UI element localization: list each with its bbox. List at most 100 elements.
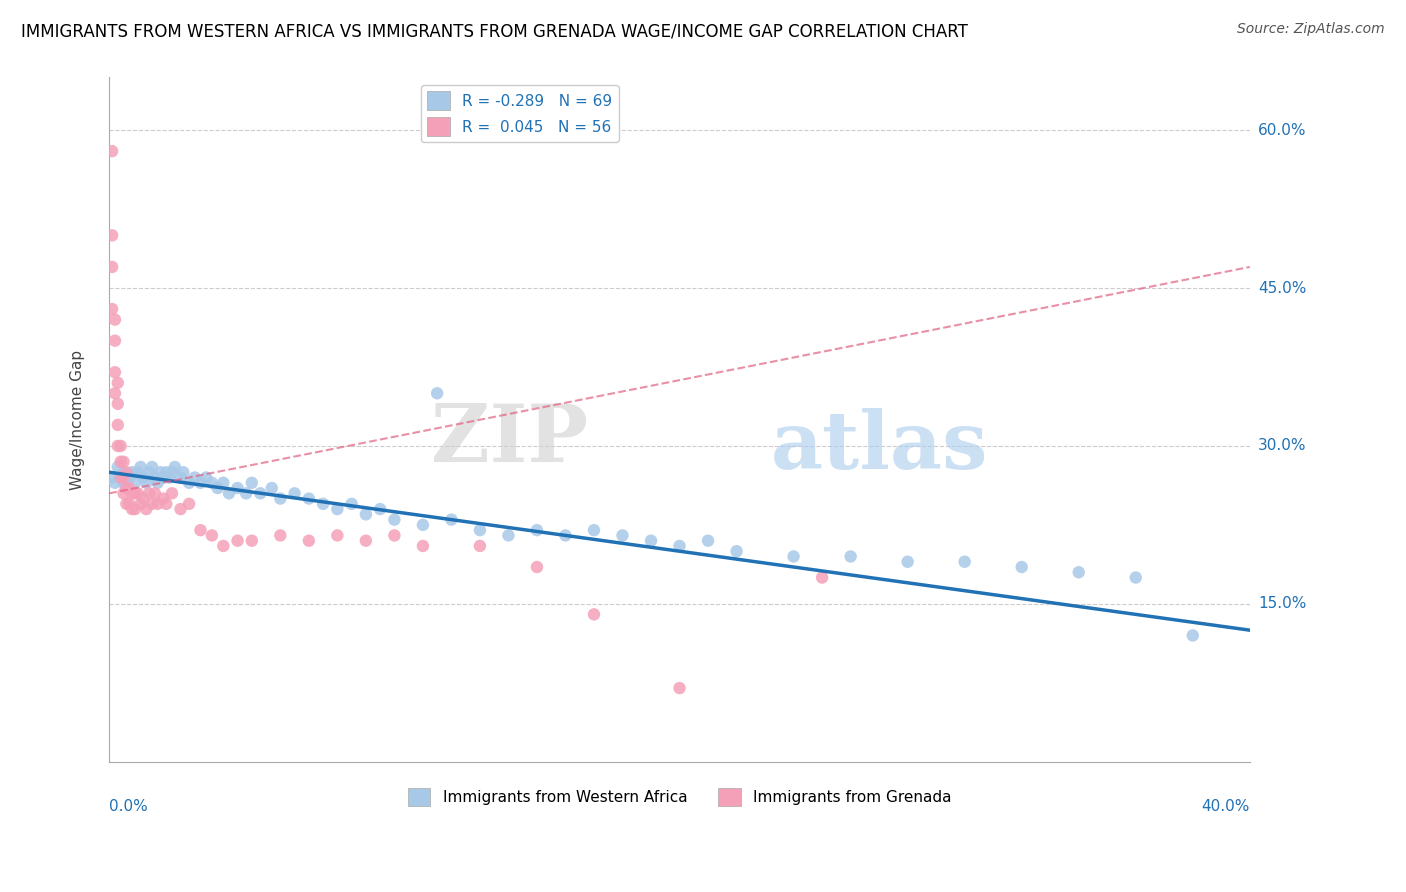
Point [118,481,141,495]
Point [124,502,146,516]
Point [129,497,152,511]
Point [1011,560,1033,574]
Point [157,470,180,484]
Text: 40.0%: 40.0% [1202,799,1250,814]
Point [340,497,363,511]
Point [135,502,157,516]
Point [612,528,634,542]
Point [146,497,169,511]
Point [412,539,434,553]
Point [640,533,662,548]
Point [312,497,335,511]
Point [412,517,434,532]
Point [384,513,406,527]
Point [104,334,127,348]
Point [115,465,138,479]
Text: 15.0%: 15.0% [1258,597,1306,611]
Point [582,523,605,537]
Point [107,376,129,390]
Point [118,470,141,484]
Point [169,502,191,516]
Point [897,555,920,569]
Point [132,491,155,506]
Point [526,523,548,537]
Point [163,460,186,475]
Point [240,533,263,548]
Point [326,528,349,542]
Legend: Immigrants from Western Africa, Immigrants from Grenada: Immigrants from Western Africa, Immigran… [402,781,957,813]
Point [212,475,235,490]
Point [141,497,163,511]
Point [218,486,240,500]
Point [953,555,976,569]
Point [132,470,155,484]
Point [118,497,141,511]
Text: Source: ZipAtlas.com: Source: ZipAtlas.com [1237,22,1385,37]
Point [101,260,124,274]
Point [201,528,224,542]
Text: 0.0%: 0.0% [110,799,148,814]
Point [107,397,129,411]
Point [124,475,146,490]
Point [115,481,138,495]
Point [177,475,200,490]
Point [697,533,720,548]
Point [149,465,172,479]
Point [240,475,263,490]
Point [811,570,834,584]
Point [190,475,212,490]
Point [384,528,406,542]
Point [269,491,291,506]
Point [260,481,283,495]
Point [138,486,160,500]
Point [104,365,127,379]
Point [121,502,143,516]
Point [107,439,129,453]
Point [135,475,157,490]
Point [143,486,166,500]
Point [468,523,491,537]
Point [160,486,183,500]
Point [426,386,449,401]
Text: 60.0%: 60.0% [1258,122,1306,137]
Point [152,470,174,484]
Point [190,523,212,537]
Point [725,544,748,558]
Point [554,528,576,542]
Point [104,475,127,490]
Point [138,465,160,479]
Point [112,486,135,500]
Point [104,312,127,326]
Point [668,539,690,553]
Point [107,460,129,475]
Point [101,228,124,243]
Point [141,460,163,475]
Point [104,386,127,401]
Point [127,465,149,479]
Text: 30.0%: 30.0% [1258,439,1306,453]
Point [127,486,149,500]
Point [212,539,235,553]
Point [169,470,191,484]
Point [112,470,135,484]
Point [121,486,143,500]
Point [298,491,321,506]
Point [115,497,138,511]
Point [121,465,143,479]
Point [177,497,200,511]
Point [526,560,548,574]
Point [112,465,135,479]
Point [101,144,124,158]
Point [284,486,307,500]
Point [107,417,129,432]
Point [184,470,207,484]
Point [354,508,377,522]
Point [468,539,491,553]
Point [298,533,321,548]
Point [1125,570,1147,584]
Point [269,528,291,542]
Text: ZIP: ZIP [432,401,588,479]
Point [195,470,218,484]
Point [101,470,124,484]
Point [155,497,177,511]
